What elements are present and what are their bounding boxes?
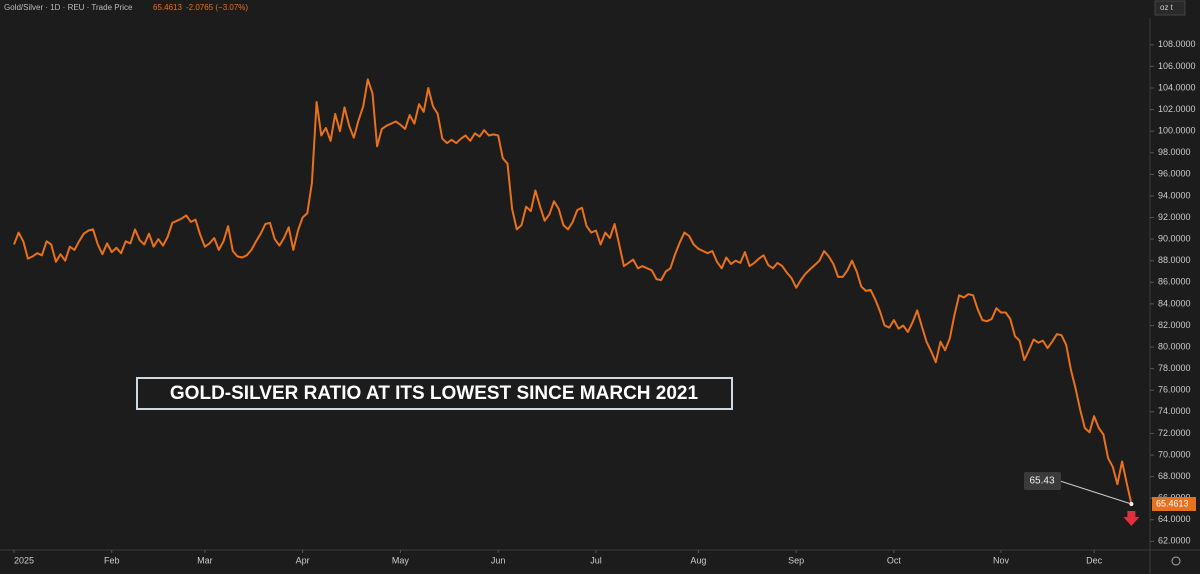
y-tick-label: 70.0000 [1158,449,1191,459]
x-tick-label: Feb [104,555,120,565]
y-tick-label: 88.0000 [1158,255,1191,265]
callout: 65.43 [1029,476,1054,487]
y-tick-label: 74.0000 [1158,406,1191,416]
chart-title: Gold/Silver · 1D · REU · Trade Price [4,3,133,12]
y-tick-label: 98.0000 [1158,147,1191,157]
unit-button[interactable] [1154,0,1186,16]
y-tick-label: 68.0000 [1158,471,1191,481]
y-tick-label: 106.0000 [1158,61,1196,71]
line [13,78,1133,505]
x-tick-label: Jun [491,555,506,565]
settings-icon[interactable] [1171,556,1181,566]
y-tick-label: 84.0000 [1158,298,1191,308]
y-tick-label: 86.0000 [1158,277,1191,287]
y-tick-label: 100.0000 [1158,126,1196,136]
header-price: 65.4613 [153,3,182,12]
x-tick-label: May [392,555,410,565]
y-tick-label: 102.0000 [1158,104,1196,114]
x-tick-label: Mar [197,555,213,565]
x-tick-label: Oct [887,555,902,565]
x-tick-label: Sep [788,555,804,565]
callout-box [1024,472,1061,490]
x-tick-label: Jul [590,555,602,565]
annotation: GOLD-SILVER RATIO AT ITS LOWEST SINCE MA… [170,383,699,404]
x-tick-label: Apr [296,555,310,565]
y-tick-label: 64.0000 [1158,514,1191,524]
y-tick-label: 82.0000 [1158,320,1191,330]
y-tick-label: 96.0000 [1158,169,1191,179]
x-tick-label: Nov [993,555,1010,565]
down-arrow [1123,511,1140,527]
y-tick-label: 108.0000 [1158,39,1196,49]
y-tick-label: 62.0000 [1158,536,1191,546]
unit-button-label[interactable]: oz t [1160,3,1174,12]
header-change: -2.0765 (−3.07%) [186,3,248,12]
y-tick-label: 92.0000 [1158,212,1191,222]
annotation-box [136,377,733,410]
price-label: 65.4613 [1156,498,1189,508]
y-tick-label: 78.0000 [1158,363,1191,373]
x-tick-label: Dec [1086,555,1103,565]
y-tick-label: 72.0000 [1158,428,1191,438]
callout-line [1059,480,1132,505]
price-label-box [1152,497,1196,512]
y-tick-label: 94.0000 [1158,190,1191,200]
y-tick-label: 76.0000 [1158,385,1191,395]
y-tick-label: 80.0000 [1158,341,1191,351]
y-tick-label: 90.0000 [1158,233,1191,243]
x-tick-label: Aug [690,555,706,565]
x-tick-label: 2025 [14,555,34,565]
y-tick-label: 104.0000 [1158,82,1196,92]
